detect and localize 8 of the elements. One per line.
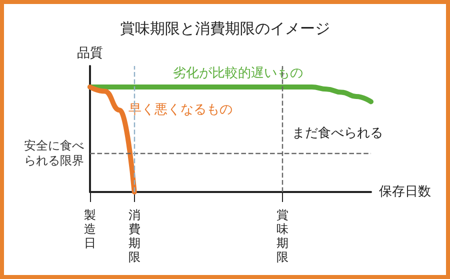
x-tick-label: 賞味期限 [276,208,288,264]
y-axis-title: 品質 [77,46,103,61]
x-axis-title: 保存日数 [379,184,431,200]
annotation: まだ食べられる [292,125,383,140]
x-tick-label: 消費期限 [128,208,140,264]
x-tick-label: 製造日 [84,208,96,250]
chart-title: 賞味期限と消費期限のイメージ [120,20,330,38]
ref-line-label: 安全に食べられる限界 [24,138,84,168]
